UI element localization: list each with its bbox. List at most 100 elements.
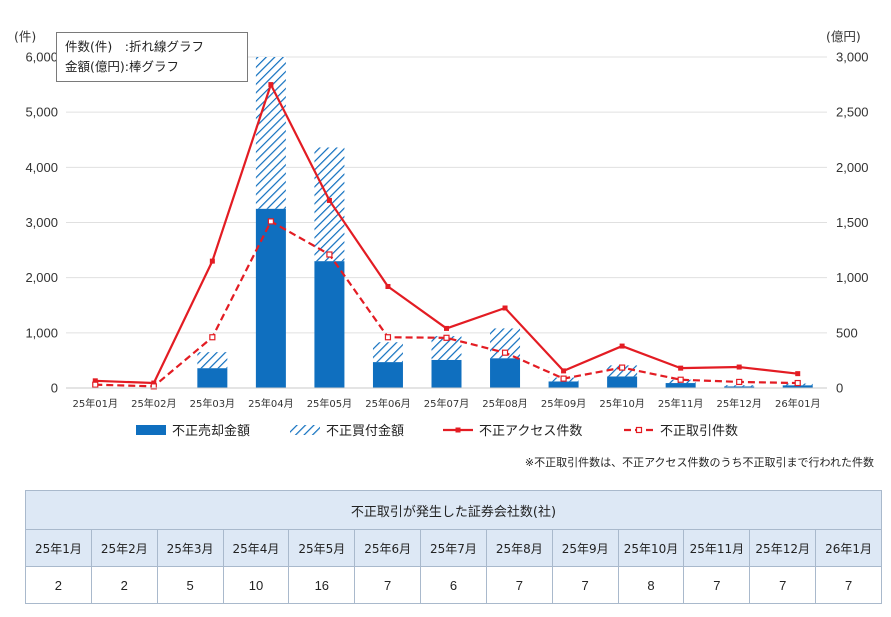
legend-label: 不正売却金額	[172, 423, 250, 439]
marker-access-count	[92, 378, 98, 384]
bar-purchase-amount	[724, 385, 755, 387]
bar-sale-amount	[724, 386, 755, 388]
legend-label: 不正取引件数	[660, 424, 738, 439]
marker-access-count	[678, 365, 684, 371]
y-right-tick-label: 2,500	[836, 105, 869, 120]
right-axis-unit: (億円)	[826, 29, 861, 44]
marker-access-count	[502, 305, 508, 311]
table-value-cell: 7	[749, 566, 817, 604]
lines-group	[92, 82, 801, 390]
x-tick-label: 25年03月	[190, 397, 235, 410]
bar-sale-amount	[607, 376, 638, 388]
table-value-cell: 7	[683, 566, 751, 604]
legend-marker-access	[455, 427, 461, 433]
x-tick-label: 25年11月	[658, 397, 703, 410]
marker-fraud-trade-count	[209, 334, 216, 341]
marker-access-count	[209, 258, 215, 264]
x-tick-label: 25年05月	[307, 397, 352, 410]
marker-fraud-trade-count	[501, 349, 509, 356]
x-tick-label: 25年04月	[248, 397, 293, 410]
marker-fraud-trade-count	[619, 364, 626, 371]
x-tick-label: 25年09月	[541, 397, 586, 410]
y-right-tick-label: 0	[836, 381, 843, 396]
marker-fraud-trade-count	[677, 376, 684, 383]
axes-group: 0 0 1,000 500 2,000 1,000 3,000 1,500 4,000 2,000…	[25, 50, 868, 411]
table-month-cell: 25年1月	[25, 529, 92, 567]
marker-access-count	[795, 371, 801, 377]
info-line-amount: 金額(億円):棒グラフ	[65, 59, 179, 74]
marker-access-count	[736, 364, 742, 370]
table-value-cell: 8	[617, 566, 685, 604]
marker-fraud-trade-count	[794, 379, 801, 387]
table-month-cell: 25年2月	[90, 529, 158, 567]
marker-access-count	[444, 325, 449, 331]
marker-access-count	[385, 283, 391, 289]
marker-fraud-trade-count	[267, 218, 274, 225]
marker-fraud-trade-count	[560, 375, 567, 382]
brokerage-count-table: 不正取引が発生した証券会社数(社) 25年1月 25年2月 25年3月 25年4月 25…	[25, 490, 882, 604]
chart-info-box: 件数(件) :折れ線グラフ 金額(億円):棒グラフ	[56, 32, 248, 82]
bar-purchase-amount	[197, 352, 228, 369]
marker-access-count	[268, 82, 274, 88]
left-axis-unit: (件)	[14, 29, 36, 44]
bar-purchase-amount	[314, 147, 345, 262]
table-value-cell: 2	[25, 566, 92, 604]
y-right-tick-label: 1,500	[836, 215, 869, 230]
y-left-tick-label: 0	[51, 381, 58, 396]
table-value-cell: 7	[354, 566, 422, 604]
marker-fraud-trade-count	[150, 383, 157, 390]
legend-swatch-purchase	[290, 425, 320, 435]
marker-fraud-trade-count	[384, 334, 392, 341]
legend-marker-trade	[635, 426, 643, 434]
bar-sale-amount	[782, 385, 813, 388]
bar-purchase-amount	[255, 57, 286, 209]
bar-sale-amount	[314, 261, 345, 388]
x-tick-label: 25年10月	[599, 397, 644, 410]
y-right-tick-label: 2,000	[836, 160, 869, 175]
bar-purchase-amount	[607, 365, 638, 377]
table-value-cell: 2	[90, 566, 158, 604]
table-month-cell: 25年6月	[354, 529, 422, 567]
bar-sale-amount	[431, 359, 462, 388]
bar-sale-amount	[197, 368, 228, 388]
table-value-cell: 7	[815, 566, 882, 604]
marker-access-count	[151, 380, 157, 386]
y-left-tick-label: 1,000	[25, 325, 58, 340]
gridlines	[66, 56, 827, 334]
info-line-count: 件数(件) :折れ線グラフ	[65, 39, 204, 54]
y-left-tick-label: 6,000	[25, 50, 58, 65]
bar-sale-amount	[255, 208, 286, 388]
bar-sale-amount	[372, 362, 403, 388]
table-month-row: 25年1月 25年2月 25年3月 25年4月 25年5月 25年6月 25年7月 25年8月…	[25, 529, 882, 567]
bar-sale-amount	[490, 358, 521, 388]
table-month-cell: 25年8月	[485, 529, 553, 567]
table-month-cell: 25年5月	[288, 529, 356, 567]
legend-swatch-sale	[136, 425, 166, 435]
marker-fraud-trade-count	[443, 334, 450, 341]
marker-access-count	[619, 343, 625, 349]
legend: 不正売却金額 不正買付金額 不正アクセス件数 不正取引件数	[136, 423, 738, 439]
table-month-cell: 25年3月	[156, 529, 224, 567]
x-tick-label: 25年07月	[424, 397, 469, 410]
bar-purchase-amount	[372, 342, 403, 363]
table-month-cell: 25年4月	[222, 529, 290, 567]
marker-access-count	[326, 197, 332, 203]
x-tick-label: 25年08月	[482, 397, 527, 410]
table-month-cell: 25年10月	[617, 529, 685, 567]
y-right-tick-label: 500	[836, 325, 858, 340]
table-month-cell: 25年9月	[551, 529, 619, 567]
x-tick-label: 25年02月	[131, 397, 176, 410]
table-month-cell: 25年11月	[683, 529, 751, 567]
y-left-tick-label: 4,000	[25, 160, 58, 175]
marker-access-count	[561, 368, 567, 374]
y-right-tick-label: 3,000	[836, 50, 869, 65]
table-value-cell: 7	[551, 566, 619, 604]
marker-fraud-trade-count	[736, 378, 743, 386]
x-tick-label: 25年06月	[365, 397, 410, 410]
table-value-row: 2 2 5 10 16 7 6 7 7 8 7 7 7	[25, 566, 882, 604]
table-month-cell: 26年1月	[815, 529, 882, 567]
table-value-cell: 5	[156, 566, 224, 604]
x-tick-label: 25年12月	[716, 397, 761, 410]
legend-label: 不正買付金額	[326, 423, 404, 439]
table-month-cell: 25年7月	[420, 529, 487, 567]
